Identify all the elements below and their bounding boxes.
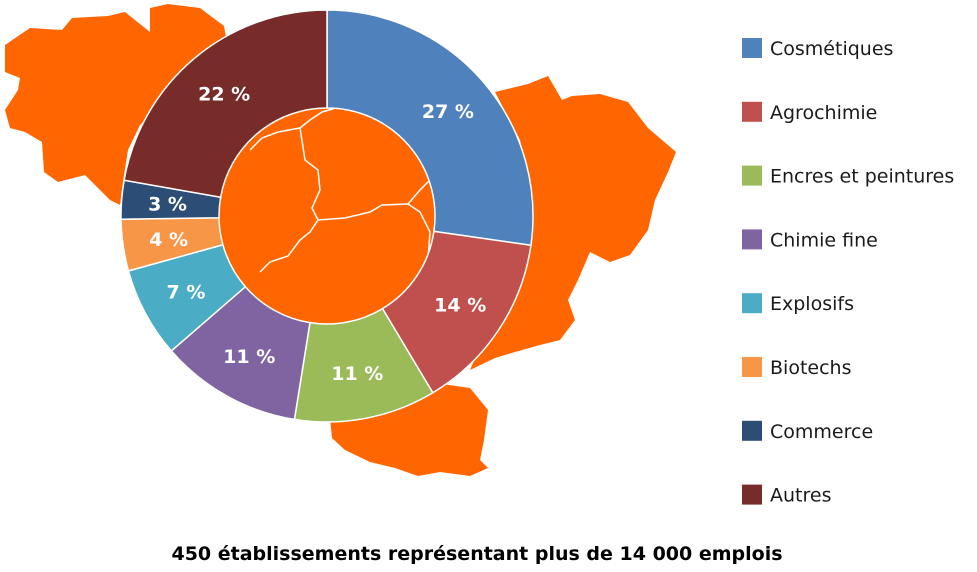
legend-swatch xyxy=(742,101,762,122)
map-region-south xyxy=(330,384,488,476)
slice-label: 3 % xyxy=(148,193,187,215)
map-border-line xyxy=(249,127,301,151)
legend-label: Agrochimie xyxy=(770,102,877,124)
legend-swatch xyxy=(742,293,762,314)
map-border-line xyxy=(407,177,433,205)
legend-swatch xyxy=(742,38,762,58)
legend-label: Explosifs xyxy=(770,293,854,315)
slice-label: 14 % xyxy=(434,295,486,317)
map-region-center xyxy=(219,108,435,324)
donut-slice-autres xyxy=(123,9,328,199)
legend-swatch xyxy=(742,420,762,441)
slice-label: 27 % xyxy=(422,101,474,123)
legend-label: Chimie fine xyxy=(770,229,878,251)
slice-label: 11 % xyxy=(223,346,275,368)
legend-swatch xyxy=(742,357,762,377)
slice-label: 7 % xyxy=(167,282,206,304)
region-map-background xyxy=(5,4,676,476)
slice-label: 11 % xyxy=(331,363,383,385)
legend-label: Cosmétiques xyxy=(770,38,893,60)
donut-slice-cosm-tiques xyxy=(326,9,534,247)
legend-label: Biotechs xyxy=(770,357,851,379)
legend-swatch xyxy=(742,484,762,505)
map-region-east xyxy=(470,76,676,370)
legend-label: Autres xyxy=(770,485,831,507)
slice-labels: 27 % 14 % 11 % 11 % 7 % 4 % 3 % 22 % xyxy=(148,83,486,385)
chart-footer: 450 établissements représentant plus de … xyxy=(171,543,782,565)
legend-swatch xyxy=(742,229,762,250)
legend-label: Encres et peintures xyxy=(770,166,954,188)
slice-label: 22 % xyxy=(198,83,250,105)
legend: Cosmétiques Agrochimie Encres et peintures… xyxy=(742,38,954,507)
slice-label: 4 % xyxy=(149,229,188,251)
donut-chart xyxy=(120,9,534,423)
map-region-west xyxy=(5,4,230,205)
legend-swatch xyxy=(742,165,762,186)
legend-label: Commerce xyxy=(770,421,873,443)
